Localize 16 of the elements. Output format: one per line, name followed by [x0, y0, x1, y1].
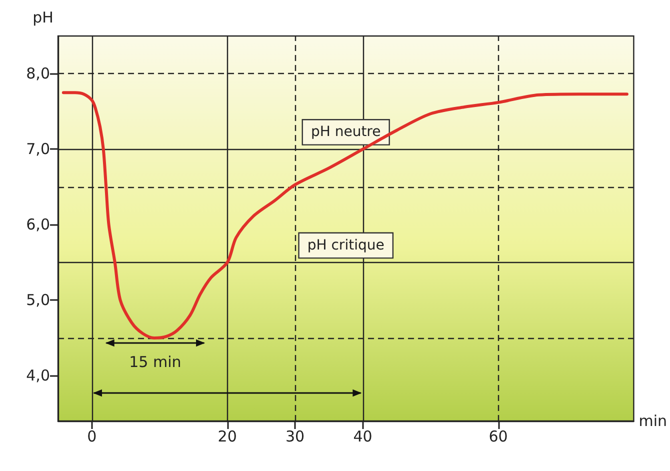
line-series — [62, 91, 628, 340]
ref-line-label: pH critique — [307, 237, 384, 254]
y-tick-label: 6,0 — [26, 216, 50, 234]
x-tick-label: 30 — [286, 428, 305, 446]
x-tick-label: 0 — [87, 428, 97, 446]
x-tick-label: 20 — [218, 428, 237, 446]
y-tick-label: 7,0 — [26, 140, 50, 158]
ref-line-label: pH neutre — [310, 124, 381, 140]
y-tick-label: 5,0 — [26, 291, 50, 310]
annotation: 15 min — [129, 353, 182, 372]
y-tick-label: 4,0 — [26, 366, 50, 385]
x-tick-label: 60 — [488, 428, 508, 446]
x-tick-label: 40 — [353, 428, 372, 446]
y-axis-title: pH — [32, 8, 54, 26]
y-tick-label: 8,0 — [26, 64, 50, 83]
x-axis-title: min — [638, 412, 668, 430]
